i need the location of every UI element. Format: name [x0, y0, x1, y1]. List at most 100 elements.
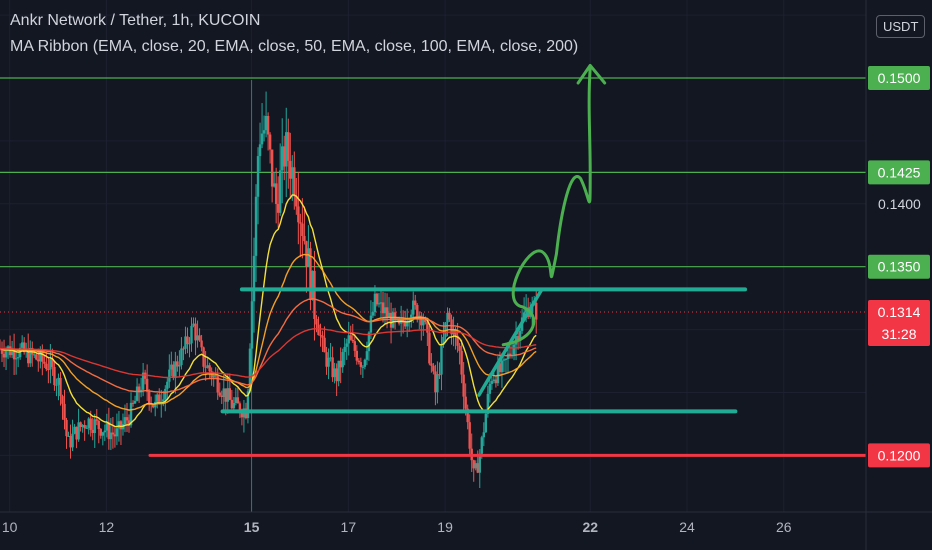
candle-body — [216, 376, 219, 393]
candle-body — [115, 428, 119, 437]
candle-body — [285, 132, 288, 167]
candle-body — [20, 342, 24, 348]
candle-body — [351, 339, 354, 342]
candle-body — [297, 206, 300, 223]
candle-body — [107, 422, 111, 440]
candle-body — [176, 361, 179, 367]
candle-body — [178, 365, 181, 367]
candle-body — [349, 335, 352, 340]
candle-body — [41, 351, 44, 362]
user-drawings — [148, 63, 868, 457]
price-tick-label: 0.1400 — [878, 196, 921, 212]
candle-body — [266, 115, 270, 135]
candle-body — [16, 357, 20, 359]
candle-body — [212, 375, 215, 378]
candle-body — [194, 323, 197, 341]
candle-body — [254, 196, 258, 256]
time-tick-label: 19 — [437, 519, 453, 535]
candle-body — [488, 383, 492, 394]
candle-body — [347, 335, 350, 344]
candle-body — [59, 377, 62, 397]
candle-body — [375, 293, 379, 305]
candle-body — [528, 313, 532, 317]
candle-body — [307, 248, 310, 267]
candle-body — [428, 332, 431, 364]
candle-body — [440, 344, 443, 375]
candle-body — [208, 365, 211, 372]
candle-body — [371, 312, 375, 316]
candle-body — [436, 374, 439, 393]
candle-body — [458, 345, 461, 351]
candle-body — [65, 419, 68, 437]
candle-body — [129, 402, 133, 426]
candle-body — [498, 363, 502, 373]
candle-body — [166, 381, 169, 389]
candle-body — [170, 364, 173, 370]
candle-body — [403, 322, 407, 327]
candle-body — [75, 426, 78, 440]
projection-path — [501, 66, 592, 347]
candle-body — [430, 363, 433, 366]
candle-body — [361, 366, 365, 368]
candle-body — [311, 270, 314, 300]
candle-body — [2, 353, 6, 358]
candle-body — [335, 368, 338, 382]
candle-body — [494, 379, 498, 384]
candle-body — [232, 403, 236, 409]
candle-body — [220, 395, 223, 398]
candle-body — [69, 435, 72, 448]
candle-body — [95, 419, 98, 421]
candle-body — [383, 307, 387, 314]
candle-body — [196, 335, 199, 341]
candle-body — [81, 425, 84, 427]
candle-body — [248, 348, 252, 392]
candle-body — [466, 408, 469, 423]
candle-body — [14, 358, 18, 360]
candle-body — [405, 321, 409, 327]
candle-body — [359, 362, 363, 367]
candle-body — [448, 312, 451, 320]
candle-body — [67, 435, 70, 437]
candle-body — [202, 347, 205, 367]
candle-body — [387, 312, 391, 317]
candle-body — [353, 341, 356, 351]
candle-body — [502, 359, 506, 361]
candle-body — [101, 432, 105, 436]
candle-body — [317, 324, 320, 336]
candle-body — [39, 351, 42, 362]
symbol-title: Ankr Network / Tether, 1h, KUCOIN — [10, 12, 261, 29]
candle-body — [325, 352, 328, 367]
candle-body — [224, 388, 227, 402]
candle-body — [462, 374, 465, 397]
candle-body — [480, 437, 483, 454]
candle-body — [250, 301, 254, 349]
time-tick-label: 22 — [582, 519, 598, 535]
candle-body — [535, 302, 538, 320]
candle-body — [260, 133, 264, 145]
candle-body — [109, 432, 113, 440]
candle-body — [99, 429, 102, 436]
candle-body — [87, 418, 90, 428]
candle-body — [434, 371, 437, 393]
candle-body — [341, 352, 344, 368]
candle-body — [198, 335, 201, 341]
candle-body — [162, 399, 165, 402]
candle-body — [363, 359, 367, 367]
candle-body — [365, 351, 369, 360]
ema-line — [0, 297, 537, 394]
candle-body — [460, 350, 463, 375]
time-tick-label: 17 — [341, 519, 357, 535]
candle-body — [343, 346, 346, 353]
candle-body — [295, 196, 298, 207]
candle-body — [79, 422, 82, 427]
candle-body — [57, 377, 60, 385]
candle-body — [168, 369, 171, 382]
candle-body — [345, 343, 348, 347]
candle-body — [412, 300, 415, 315]
candle-body — [446, 312, 449, 323]
time-tick-label: 26 — [776, 519, 792, 535]
currency-button[interactable]: USDT — [876, 15, 926, 38]
candle-body — [258, 144, 262, 157]
candle-body — [152, 404, 155, 408]
